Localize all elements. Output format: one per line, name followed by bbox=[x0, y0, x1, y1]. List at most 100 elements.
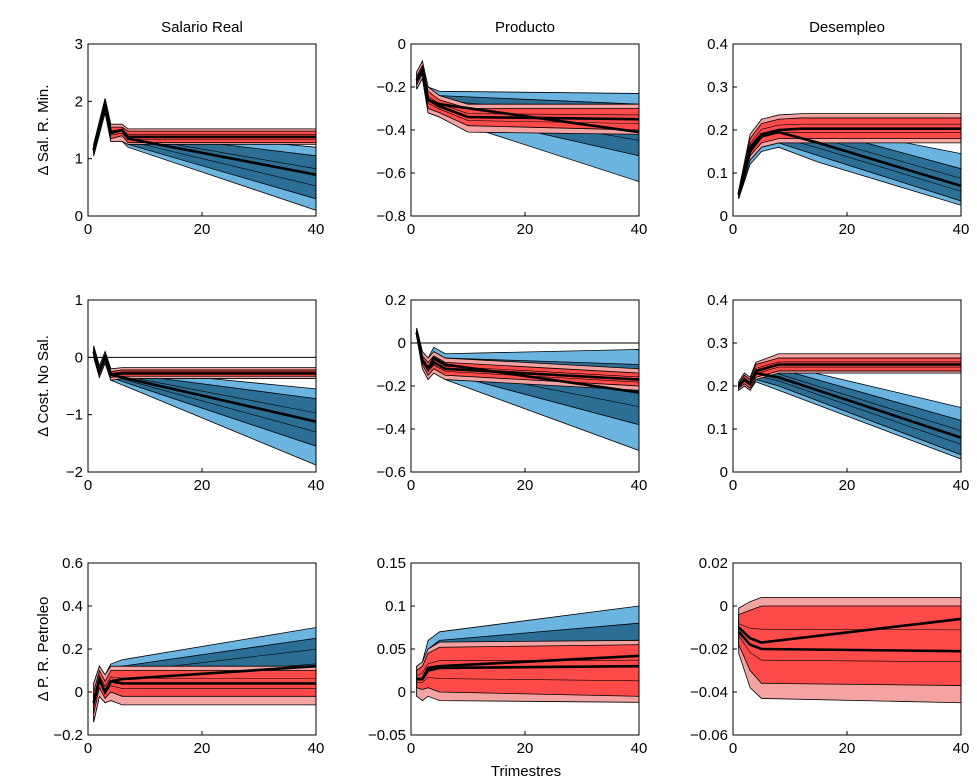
x-tick-label: 20 bbox=[194, 221, 211, 238]
y-tick-label: 0.1 bbox=[385, 598, 406, 615]
y-tick-label: 3 bbox=[75, 36, 83, 53]
red-median-line bbox=[737, 630, 961, 653]
x-tick-label: 20 bbox=[839, 221, 856, 238]
red-median-line bbox=[415, 65, 639, 121]
panel-1-2: 0 20 40 0 0.1 0.2 0.3 0.4 bbox=[707, 292, 969, 494]
y-tick-label: −1 bbox=[66, 407, 83, 424]
y-tick-label: 0.15 bbox=[377, 555, 406, 572]
y-tick-label: 0.05 bbox=[377, 641, 406, 658]
panel-title: Salario Real bbox=[161, 19, 243, 36]
x-tick-label: 0 bbox=[407, 740, 415, 757]
x-tick-label: 40 bbox=[953, 740, 970, 757]
y-tick-label: 0.1 bbox=[707, 165, 728, 182]
plot-area bbox=[411, 44, 639, 183]
row-label: Δ P. R. Petroleo bbox=[35, 597, 52, 702]
x-tick-label: 40 bbox=[308, 740, 325, 757]
x-tick-label: 0 bbox=[729, 221, 737, 238]
y-tick-label: 1 bbox=[75, 151, 83, 168]
row-label: Δ Sal. R. Min. bbox=[35, 85, 52, 176]
y-tick-label: −0.2 bbox=[376, 79, 406, 96]
y-tick-label: 0.2 bbox=[62, 641, 83, 658]
y-tick-label: −0.02 bbox=[690, 641, 728, 658]
y-tick-label: 0.2 bbox=[707, 122, 728, 139]
x-tick-label: 0 bbox=[84, 221, 92, 238]
panel-1-0: 0 20 40 −2 −1 0 1 Δ Cost. No Sal. bbox=[35, 292, 324, 494]
x-axis-label: Trimestres bbox=[491, 763, 561, 780]
x-tick-label: 0 bbox=[407, 477, 415, 494]
red-median-line bbox=[92, 675, 316, 704]
red-median-line bbox=[737, 363, 961, 387]
x-tick-label: 20 bbox=[517, 740, 534, 757]
y-tick-label: 0 bbox=[398, 36, 406, 53]
y-tick-label: 0.6 bbox=[62, 555, 83, 572]
y-tick-label: −0.4 bbox=[376, 421, 406, 438]
blue-inner-band bbox=[738, 366, 961, 456]
plot-area bbox=[737, 113, 961, 206]
y-tick-label: 0 bbox=[398, 684, 406, 701]
red-inner-band bbox=[738, 605, 961, 686]
blue-median-line bbox=[737, 617, 961, 644]
x-tick-label: 0 bbox=[407, 221, 415, 238]
y-tick-label: −0.6 bbox=[376, 464, 406, 481]
x-tick-label: 20 bbox=[517, 477, 534, 494]
x-tick-label: 40 bbox=[631, 477, 648, 494]
red-median-line bbox=[416, 664, 639, 681]
y-tick-label: 0.3 bbox=[707, 335, 728, 352]
red-median-line bbox=[737, 127, 961, 195]
red-inner-band bbox=[416, 644, 639, 697]
x-tick-label: 20 bbox=[194, 740, 211, 757]
plot-area bbox=[737, 353, 961, 460]
x-tick-label: 0 bbox=[84, 740, 92, 757]
panels-layer: 0 20 40 0 1 2 3 Salario Real Δ Sal. R. Min. 0 20 40… bbox=[35, 19, 969, 757]
panel-2-0: 0 20 40−0.200.20.40.6Δ P. R. Petroleo bbox=[35, 555, 324, 757]
x-tick-label: 40 bbox=[953, 477, 970, 494]
y-tick-label: 0 bbox=[720, 598, 728, 615]
y-tick-label: −0.2 bbox=[53, 727, 83, 744]
row-label: Δ Cost. No Sal. bbox=[35, 335, 52, 437]
y-tick-label: 0 bbox=[398, 335, 406, 352]
y-tick-label: 0.4 bbox=[707, 36, 728, 53]
y-tick-label: 0 bbox=[75, 684, 83, 701]
x-tick-label: 40 bbox=[308, 221, 325, 238]
x-tick-label: 40 bbox=[631, 740, 648, 757]
x-tick-label: 40 bbox=[953, 221, 970, 238]
panel-title: Producto bbox=[495, 19, 555, 36]
y-tick-label: 0 bbox=[720, 208, 728, 225]
red-median-line bbox=[415, 331, 639, 381]
x-tick-label: 20 bbox=[839, 740, 856, 757]
y-tick-label: 0 bbox=[75, 208, 83, 225]
y-tick-label: 0.4 bbox=[62, 598, 83, 615]
x-tick-label: 0 bbox=[729, 740, 737, 757]
y-tick-label: −0.6 bbox=[376, 165, 406, 182]
panel-title: Desempleo bbox=[809, 19, 885, 36]
panel-1-1: 0 20 40 −0.6 −0.4 −0.2 0 0.2 bbox=[376, 292, 647, 494]
x-tick-label: 20 bbox=[839, 477, 856, 494]
plot-area bbox=[411, 327, 639, 451]
y-tick-label: 0.1 bbox=[707, 421, 728, 438]
y-tick-label: −0.05 bbox=[368, 727, 406, 744]
red-contour-line bbox=[416, 677, 639, 683]
plot-area bbox=[92, 627, 316, 723]
red-contour-line bbox=[416, 659, 639, 676]
red-inner-band bbox=[416, 330, 639, 387]
plot-area bbox=[88, 345, 316, 466]
y-tick-label: 1 bbox=[75, 292, 83, 309]
y-tick-label: −0.4 bbox=[376, 122, 406, 139]
red-median-line bbox=[92, 351, 316, 376]
y-tick-label: 0.4 bbox=[707, 292, 728, 309]
panel-0-2: 0 20 40 0 0.1 0.2 0.3 0.4 Desempleo bbox=[707, 19, 969, 238]
red-contour-line bbox=[738, 635, 961, 662]
panel-0-1: 0 20 40 −0.8 −0.6 −0.4 −0.2 0 Producto bbox=[376, 19, 647, 238]
y-tick-label: −0.8 bbox=[376, 208, 406, 225]
x-tick-label: 40 bbox=[631, 221, 648, 238]
panel-2-2: 0 20 40 −0.06 −0.04 −0.02 0 0.02 bbox=[690, 555, 969, 757]
plot-area bbox=[416, 605, 639, 703]
plot-area bbox=[92, 98, 316, 211]
y-tick-label: 0.2 bbox=[385, 292, 406, 309]
red-median-line bbox=[92, 103, 316, 151]
red-inner-band bbox=[93, 669, 316, 714]
y-tick-label: −0.06 bbox=[690, 727, 728, 744]
y-tick-label: −2 bbox=[66, 464, 83, 481]
x-tick-label: 20 bbox=[517, 221, 534, 238]
